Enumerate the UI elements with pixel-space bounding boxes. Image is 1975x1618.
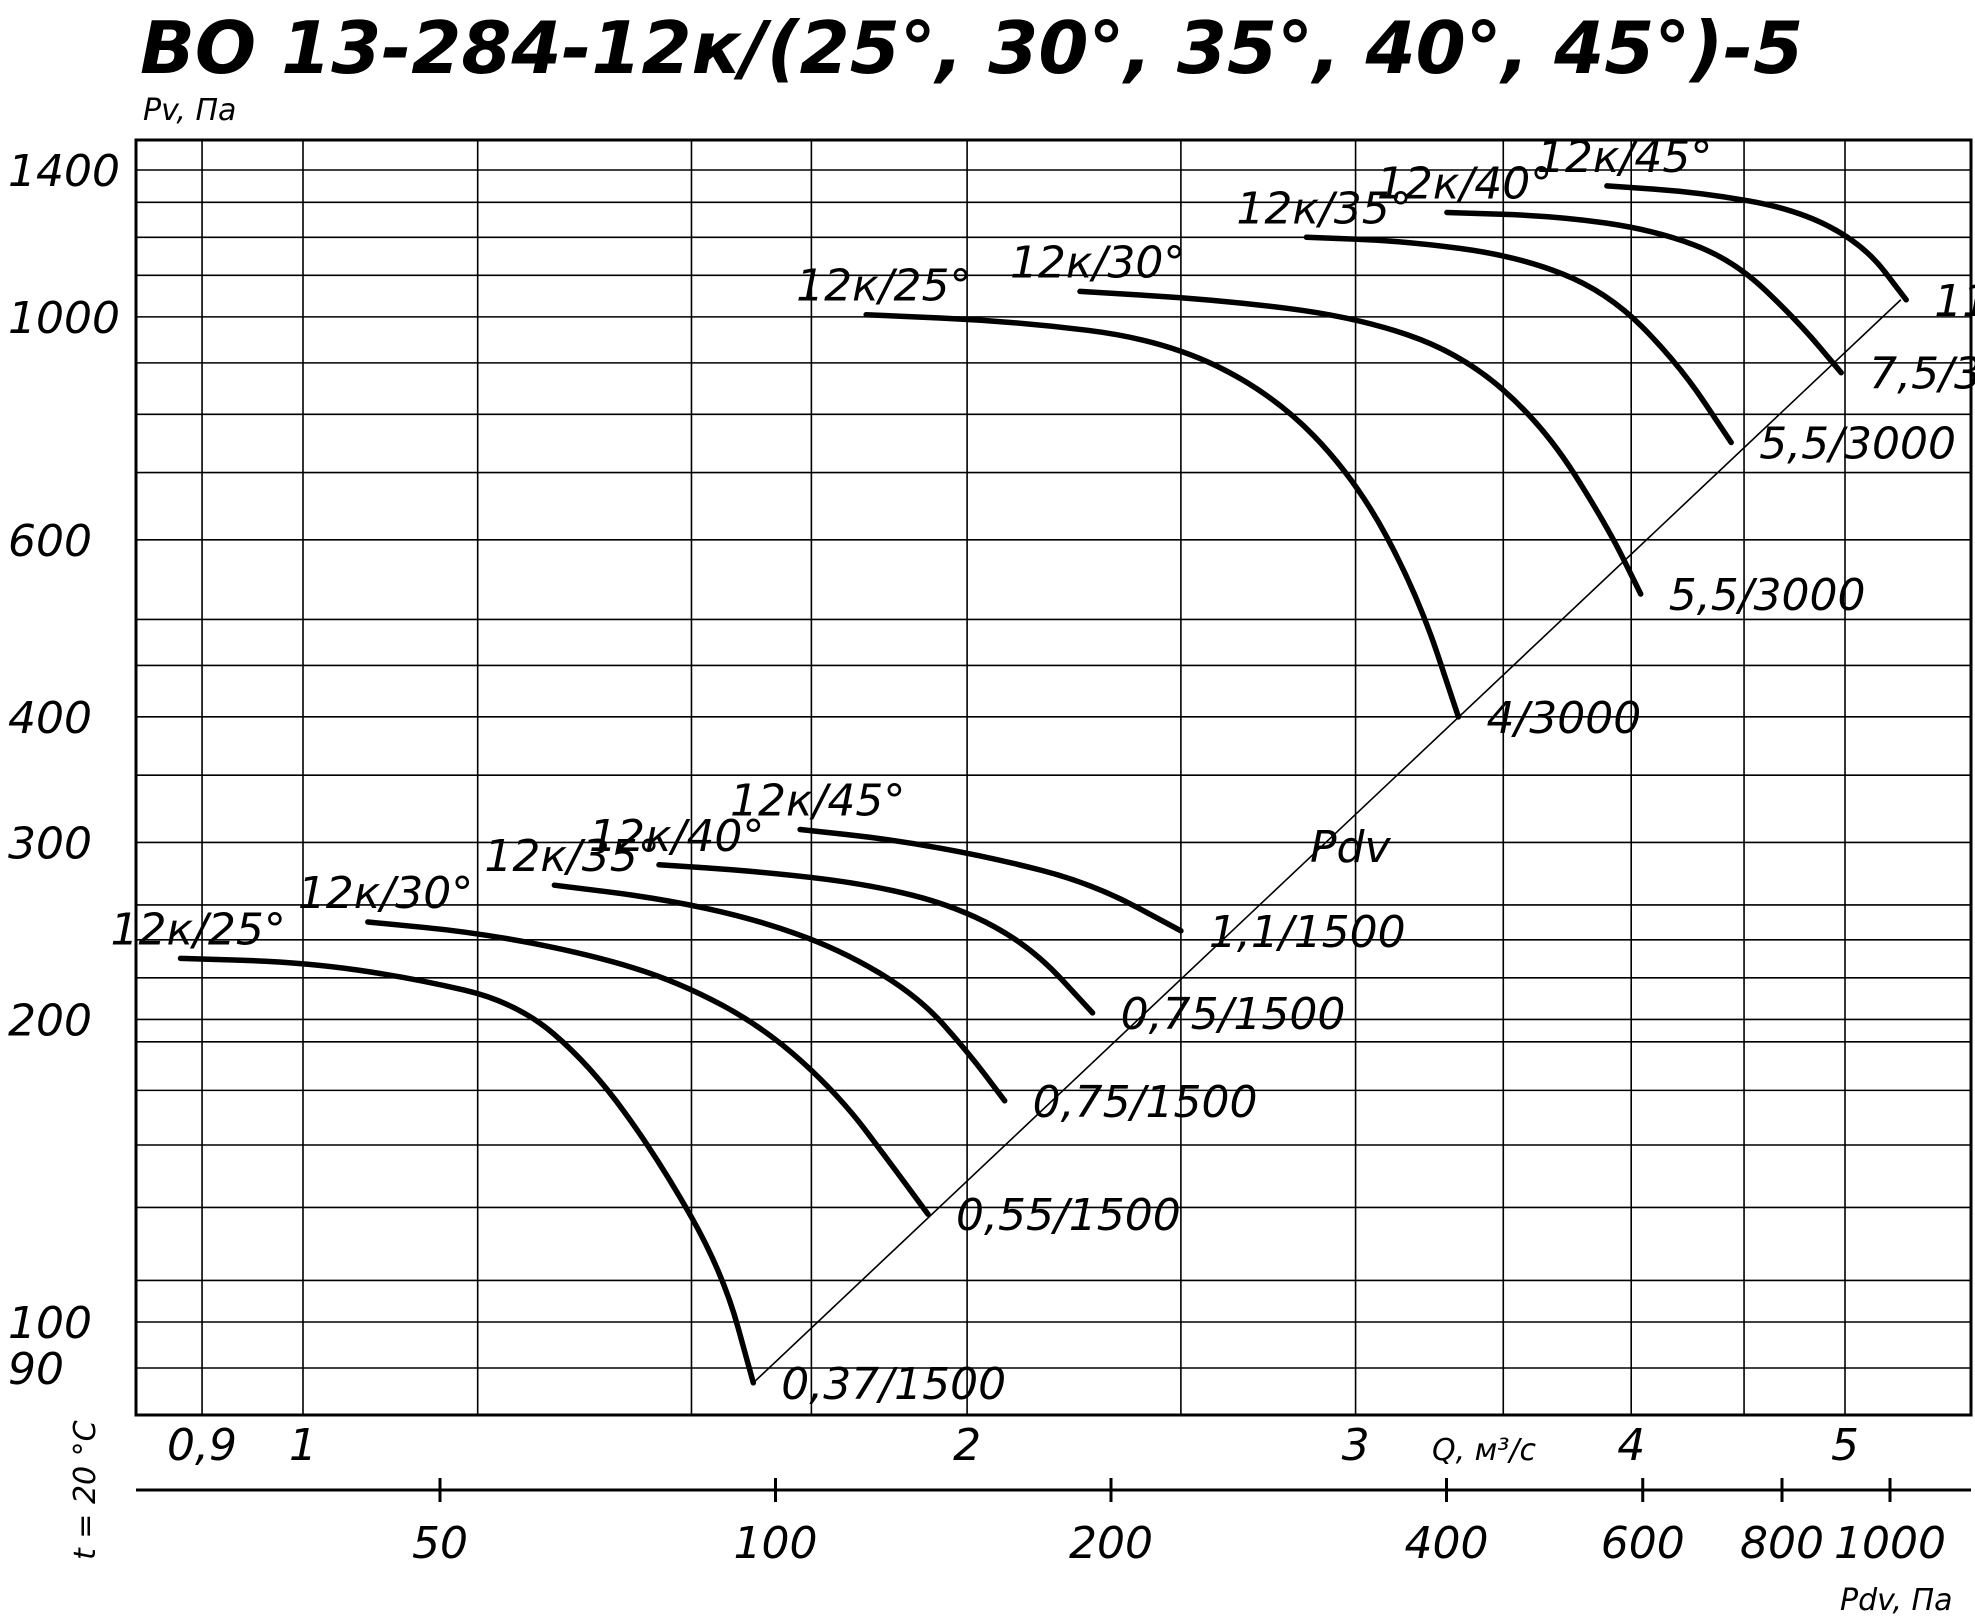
curve-name-label: 12к/30° [298, 868, 473, 919]
curve-name-label: 12к/45° [1537, 132, 1712, 183]
curve-motor-label: 0,37/1500 [781, 1359, 1006, 1410]
curve-motor-label: 4/3000 [1486, 693, 1641, 744]
curve-line [177, 955, 757, 1386]
curve-motor-label: 5,5/3000 [1759, 418, 1956, 469]
x-tick-label: 3 [1342, 1420, 1370, 1471]
curve-name-label: 12к/45° [730, 776, 905, 827]
pdv-tick-label: 100 [734, 1518, 818, 1569]
y-tick-label: 100 [8, 1298, 92, 1349]
pdv-tick-label: 400 [1405, 1518, 1489, 1569]
curve-motor-label: 0,75/1500 [1121, 989, 1346, 1040]
curve-name-label: 12к/25° [796, 261, 971, 312]
pdv-tick-label: 200 [1069, 1518, 1153, 1569]
curve-motor-label: 0,55/1500 [956, 1190, 1181, 1241]
curve-motor-label: 7,5/3000 [1869, 349, 1975, 400]
pdv-tick-label: 600 [1601, 1518, 1685, 1569]
plot-frame [134, 138, 1973, 1417]
x-tick-label: 4 [1617, 1420, 1645, 1471]
chart-title: ВО 13-284-12к/(25°, 30°, 35°, 40°, 45°)-… [140, 6, 1803, 90]
y-tick-label: 600 [8, 516, 92, 567]
y-axis-label: Pv, Па [143, 93, 236, 128]
curve-line [1444, 209, 1844, 376]
curve-line [365, 919, 931, 1217]
curve-motor-label: 11/3000 [1934, 276, 1975, 327]
pdv-line-label: Pdv [1310, 822, 1391, 873]
pdv-tick-label: 1000 [1834, 1518, 1946, 1569]
curve-line [656, 862, 1096, 1016]
curve-line [551, 882, 1008, 1104]
curve-name-label: 12к/25° [111, 904, 286, 955]
curve-motor-label: 0,75/1500 [1033, 1077, 1258, 1128]
y-tick-label: 1000 [8, 293, 120, 344]
curve-motor-label: 1,1/1500 [1209, 907, 1406, 958]
temperature-note: t = 20 °C [68, 1420, 103, 1560]
y-tick-label: 300 [8, 818, 92, 869]
pdv-tick-label: 800 [1740, 1518, 1824, 1569]
curve-name-label: 12к/40° [1377, 159, 1552, 210]
curve-name-label: 12к/35° [484, 831, 659, 882]
pdv-tick-label: 50 [412, 1518, 468, 1569]
pdv-axis-label: Pdv, Па [1840, 1583, 1952, 1618]
x-tick-label: 1 [289, 1420, 317, 1471]
y-tick-label: 1400 [8, 146, 120, 197]
curve-motor-label: 5,5/3000 [1669, 570, 1866, 621]
curve-line [797, 826, 1184, 934]
curve-line [1604, 183, 1909, 303]
curve-name-label: 12к/35° [1236, 183, 1411, 234]
x-tick-label: 5 [1831, 1420, 1859, 1471]
curve-line [1303, 234, 1734, 446]
pdv-line [752, 299, 1902, 1384]
x-tick-label: 0,9 [167, 1420, 237, 1471]
performance-curves: 12к/25° 0,37/1500 12к/30° 0,55/1500 12к/35° 0… [111, 132, 1975, 1410]
y-tick-label: 90 [8, 1344, 64, 1395]
curve-name-label: 12к/40° [589, 811, 764, 862]
y-tick-label: 400 [8, 693, 92, 744]
curve-name-label: 12к/30° [1010, 237, 1185, 288]
x-axis-label: Q, м³/с [1432, 1433, 1536, 1468]
x-tick-label: 2 [953, 1420, 981, 1471]
y-tick-label: 200 [8, 995, 92, 1046]
curve-line [1077, 288, 1644, 597]
curve-line [863, 311, 1462, 720]
